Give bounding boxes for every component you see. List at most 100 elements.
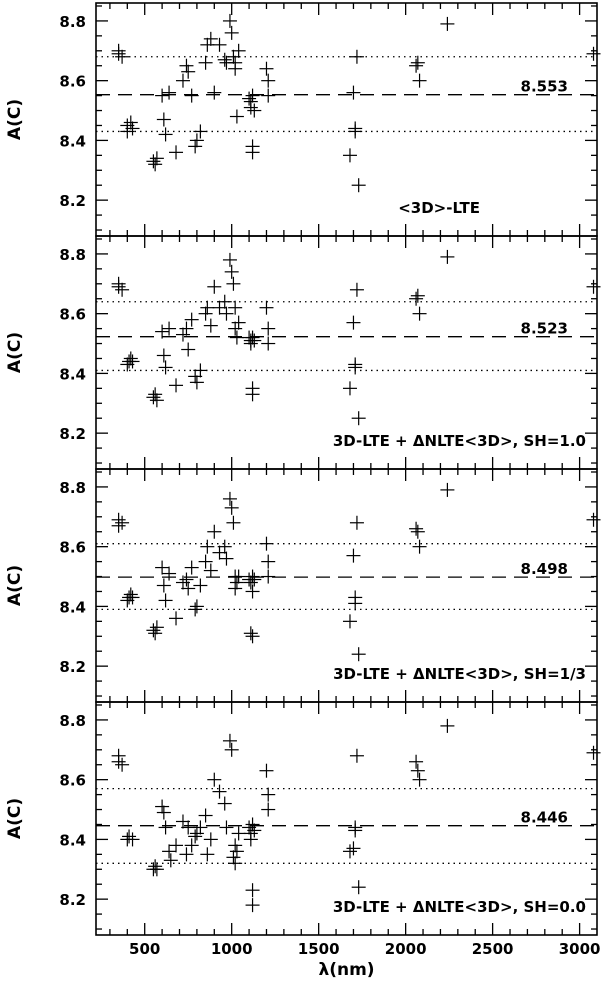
panel-3: 8.2 8.4 8.6 8.8 A(C) 8.498 3D-LTE + ΔNLTE<3D>,… (5, 468, 601, 703)
data-point (231, 826, 246, 841)
data-point (158, 127, 173, 142)
data-point (148, 387, 163, 402)
data-point (212, 37, 227, 52)
x-axis-label: λ(nm) (318, 960, 374, 980)
data-point (184, 838, 199, 853)
data-point (586, 512, 601, 527)
y-tick-label: 8.6 (59, 73, 86, 91)
data-point (189, 375, 204, 390)
data-point (440, 718, 455, 733)
mean-value-label: 8.498 (521, 560, 568, 578)
y-tick-label: 8.2 (59, 192, 86, 210)
data-point (155, 324, 170, 339)
data-point (245, 88, 260, 103)
y-tick-label: 8.8 (59, 246, 86, 264)
data-point (261, 802, 276, 817)
data-point (222, 491, 237, 506)
data-point (342, 148, 357, 163)
data-point (125, 590, 140, 605)
data-point (224, 264, 239, 279)
data-point (412, 306, 427, 321)
data-point (412, 772, 427, 787)
data-point (224, 742, 239, 757)
mean-value-label: 8.523 (521, 320, 568, 338)
data-point (198, 55, 213, 70)
panel-frame (95, 2, 598, 237)
data-point (193, 124, 208, 139)
y-tick-label: 8.8 (59, 13, 86, 31)
data-point (224, 25, 239, 40)
data-point (169, 611, 184, 626)
data-point (198, 554, 213, 569)
data-point (115, 282, 130, 297)
data-point (148, 859, 163, 874)
data-point (179, 847, 194, 862)
data-point (346, 85, 361, 100)
data-point (155, 88, 170, 103)
data-point (412, 539, 427, 554)
data-point (181, 342, 196, 357)
data-point (586, 745, 601, 760)
data-point (122, 829, 137, 844)
data-point (245, 898, 260, 913)
y-tick-label: 8.6 (59, 306, 86, 324)
data-point (243, 626, 258, 641)
data-point (156, 112, 171, 127)
mean-value-label: 8.446 (521, 809, 568, 827)
y-tick-label: 8.4 (59, 365, 86, 383)
data-point (440, 482, 455, 497)
data-point (351, 411, 366, 426)
data-point (261, 554, 276, 569)
data-point (156, 348, 171, 363)
data-point (412, 73, 427, 88)
x-tick-label: 500 (129, 940, 160, 958)
data-point (181, 820, 196, 835)
data-point (261, 336, 276, 351)
data-point (163, 853, 178, 868)
data-point (245, 883, 260, 898)
data-point (200, 539, 215, 554)
data-point (261, 73, 276, 88)
data-point (342, 844, 357, 859)
data-point (125, 832, 140, 847)
panel-4: 8.2 8.4 8.6 8.8 A(C) 8.446 3D-LTE + ΔNLTE<3D>,… (5, 701, 601, 980)
y-axis-label: A(C) (5, 565, 25, 606)
data-point (351, 647, 366, 662)
data-point (410, 55, 425, 70)
data-point (243, 832, 258, 847)
data-point (188, 602, 203, 617)
data-point (226, 276, 241, 291)
y-axis-label: A(C) (5, 99, 25, 140)
data-point (193, 820, 208, 835)
data-point (348, 124, 363, 139)
data-point (217, 539, 232, 554)
data-point (203, 318, 218, 333)
data-point (219, 820, 234, 835)
data-point (410, 763, 425, 778)
data-point (586, 279, 601, 294)
data-point (349, 748, 364, 763)
data-point (162, 321, 177, 336)
panel-2: 8.2 8.4 8.6 8.8 A(C) 8.523 3D-LTE + ΔNLTE<3D>,… (5, 235, 601, 470)
data-point (243, 575, 258, 590)
data-point (229, 109, 244, 124)
data-point (245, 629, 260, 644)
data-point (261, 569, 276, 584)
data-point (259, 763, 274, 778)
data-point (125, 354, 140, 369)
data-point (111, 754, 126, 769)
data-point (179, 572, 194, 587)
data-point (123, 587, 138, 602)
data-point (259, 61, 274, 76)
data-point (200, 37, 215, 52)
data-point (115, 49, 130, 64)
data-point (231, 315, 246, 330)
data-point (148, 626, 163, 641)
y-tick-label: 8.4 (59, 598, 86, 616)
panel-label: <3D>-LTE (398, 199, 480, 217)
data-point (222, 733, 237, 748)
data-point (115, 515, 130, 530)
data-point (261, 321, 276, 336)
data-point (217, 294, 232, 309)
